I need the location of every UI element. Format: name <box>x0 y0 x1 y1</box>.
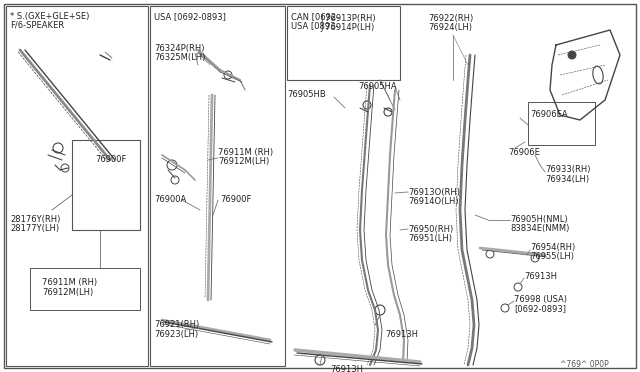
Text: 76913H: 76913H <box>524 272 557 281</box>
Bar <box>72 140 140 230</box>
Text: 76914O(LH): 76914O(LH) <box>408 197 459 206</box>
Bar <box>150 6 285 366</box>
Text: 76951(LH): 76951(LH) <box>408 234 452 243</box>
Text: 76912M(LH): 76912M(LH) <box>218 157 269 166</box>
Text: 76900F: 76900F <box>220 195 252 204</box>
Text: J 76914P(LH): J 76914P(LH) <box>320 23 374 32</box>
Bar <box>287 6 400 80</box>
Circle shape <box>568 51 576 59</box>
Text: 76998 (USA): 76998 (USA) <box>514 295 567 304</box>
Text: 76923(LH): 76923(LH) <box>154 330 198 339</box>
Text: 83834E(NMM): 83834E(NMM) <box>510 224 570 233</box>
Text: 76905H(NML): 76905H(NML) <box>510 215 568 224</box>
Bar <box>528 102 595 145</box>
Text: J 76913P(RH): J 76913P(RH) <box>320 14 376 23</box>
Text: 76955(LH): 76955(LH) <box>530 252 574 261</box>
Text: ^769^ 0P0P: ^769^ 0P0P <box>560 360 609 369</box>
Text: 76921(RH): 76921(RH) <box>154 320 199 329</box>
Text: 76950(RH): 76950(RH) <box>408 225 453 234</box>
Text: 28177Y(LH): 28177Y(LH) <box>10 224 59 233</box>
Text: USA [0692-0893]: USA [0692-0893] <box>154 12 226 21</box>
Text: 76954(RH): 76954(RH) <box>530 243 575 252</box>
Text: 76913H: 76913H <box>385 330 418 339</box>
Text: 76933(RH): 76933(RH) <box>545 165 591 174</box>
Text: 76911M (RH): 76911M (RH) <box>218 148 273 157</box>
Text: 76905HA: 76905HA <box>358 82 397 91</box>
Text: * S.(GXE+GLE+SE): * S.(GXE+GLE+SE) <box>10 12 90 21</box>
Bar <box>6 6 148 366</box>
Text: 76906E: 76906E <box>508 148 540 157</box>
Text: 76900F: 76900F <box>95 155 126 164</box>
Text: 28176Y(RH): 28176Y(RH) <box>10 215 60 224</box>
Bar <box>30 268 140 310</box>
Text: CAN [0692-: CAN [0692- <box>291 12 339 21</box>
Text: 76900A: 76900A <box>154 195 186 204</box>
Text: 76934(LH): 76934(LH) <box>545 175 589 184</box>
Text: 76924(LH): 76924(LH) <box>428 23 472 32</box>
Text: F/6-SPEAKER: F/6-SPEAKER <box>10 21 64 30</box>
Text: 76325M(LH): 76325M(LH) <box>154 53 205 62</box>
Text: 76913O(RH): 76913O(RH) <box>408 188 460 197</box>
Text: 76913H: 76913H <box>330 365 363 372</box>
Text: 76912M(LH): 76912M(LH) <box>42 288 93 297</box>
Text: 76324P(RH): 76324P(RH) <box>154 44 205 53</box>
Text: 76905HB: 76905HB <box>287 90 326 99</box>
Text: 76922(RH): 76922(RH) <box>428 14 473 23</box>
Text: 76906EA: 76906EA <box>530 110 568 119</box>
Text: 76911M (RH): 76911M (RH) <box>42 278 97 287</box>
Text: USA [0893-: USA [0893- <box>291 21 339 30</box>
Text: [0692-0893]: [0692-0893] <box>514 304 566 313</box>
